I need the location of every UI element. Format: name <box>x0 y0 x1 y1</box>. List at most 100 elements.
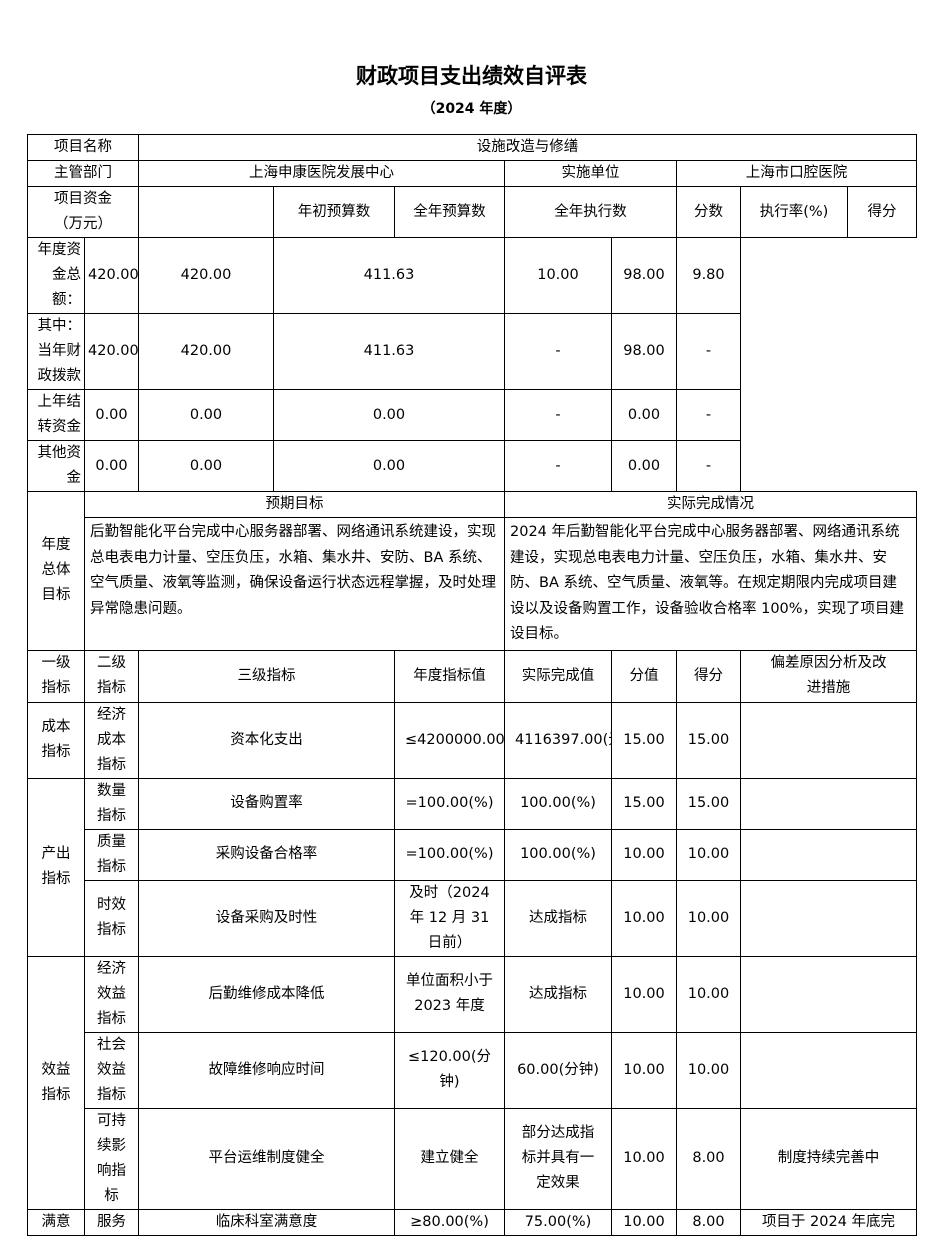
deviation-note <box>740 701 917 779</box>
score: 8.00 <box>676 1107 741 1210</box>
weight: 15.00 <box>611 701 677 779</box>
indicator-row: 可持续影响指标 平台运维制度健全 建立健全 部分达成指标并具有一定效果 10.00 8.0… <box>28 1107 917 1210</box>
fund-value: 0.00 <box>138 389 274 441</box>
weight: 15.00 <box>611 777 677 830</box>
actual-value: 100.00(%) <box>504 828 612 881</box>
level2-indicator: 质量指标 <box>84 828 139 881</box>
score: 8.00 <box>676 1208 741 1236</box>
header: 得分 <box>676 649 741 703</box>
fund-value: 411.63 <box>273 313 505 390</box>
page-title: 财政项目支出绩效自评表 <box>356 64 587 88</box>
deviation-note: 项目于 2024 年底完 <box>740 1208 917 1236</box>
fund-value: 10.00 <box>504 237 612 314</box>
weight: 10.00 <box>611 828 677 881</box>
level3-indicator: 采购设备合格率 <box>138 828 395 881</box>
indicator-row: 质量指标 采购设备合格率 =100.00(%) 100.00(%) 10.00 10.00 <box>28 828 917 881</box>
header: 分数 <box>676 186 741 238</box>
fund-value: 98.00 <box>611 313 677 390</box>
level1-indicator: 效益指标 <box>27 955 85 1210</box>
header: 得分 <box>847 186 917 238</box>
actual-result: 2024 年后勤智能化平台完成中心服务器部署、网络通讯系统建设，实现总电表电力计… <box>504 517 917 651</box>
fund-value: 0.00 <box>273 440 505 492</box>
fund-type: 上年结转资金 <box>27 389 85 441</box>
target-value: ≤4200000.00(元) <box>394 701 505 779</box>
label: 实施单位 <box>504 160 677 187</box>
score: 15.00 <box>676 701 741 779</box>
funds-row: 其中：当年财政拨款 420.00 420.00 411.63-98.00- <box>27 313 917 390</box>
fund-value: - <box>676 389 741 441</box>
indicator-header-row: 一级指标 二级指标 三级指标 年度指标值 实际完成值 分值 得分 偏差原因分析及… <box>27 649 917 703</box>
level2-indicator: 服务 <box>84 1208 139 1236</box>
target-value: ≤120.00(分钟) <box>394 1031 505 1109</box>
fund-value: 420.00 <box>138 237 274 314</box>
level3-indicator: 资本化支出 <box>138 701 395 779</box>
header: 全年预算数 <box>394 186 505 238</box>
weight: 10.00 <box>611 879 677 957</box>
level3-indicator: 后勤维修成本降低 <box>138 955 395 1033</box>
indicator-row: 成本指标经济成本指标资本化支出≤4200000.00(元)4116397.00(… <box>27 701 917 779</box>
header: 实际完成情况 <box>504 491 917 518</box>
target-value: 建立健全 <box>394 1107 505 1210</box>
fund-value: - <box>504 440 612 492</box>
fund-value: 98.00 <box>611 237 677 314</box>
fund-value: 0.00 <box>611 440 677 492</box>
evaluation-table: 项目名称 设施改造与修缮 主管部门 上海申康医院发展中心 实施单位 上海市口腔医… <box>27 134 917 1236</box>
funds-row: 上年结转资金 0.00 0.00 0.00-0.00- <box>27 389 917 441</box>
fund-value: 411.63 <box>273 237 505 314</box>
actual-value: 60.00(分钟) <box>504 1031 612 1109</box>
level2-indicator: 时效指标 <box>84 879 139 957</box>
target-value: =100.00(%) <box>394 828 505 881</box>
level3-indicator: 设备购置率 <box>138 777 395 830</box>
deviation-note <box>740 777 917 830</box>
indicator-row: 产出指标 数量指标 设备购置率 =100.00(%) 100.00(%) 15.00 15.… <box>27 777 917 957</box>
header: 年初预算数 <box>273 186 395 238</box>
fund-value: 0.00 <box>84 389 139 441</box>
funds-header-row: 项目资金（万元） 年初预算数 全年预算数 全年执行数 分数 执行率(%) 得分 <box>27 186 917 238</box>
level3-indicator: 临床科室满意度 <box>138 1208 395 1236</box>
header: 一级指标 <box>27 649 85 703</box>
level2-indicator: 数量指标 <box>84 777 139 830</box>
level2-indicator: 社会效益指标 <box>84 1031 139 1109</box>
level2-indicator: 经济成本指标 <box>84 701 139 779</box>
actual-value: 部分达成指标并具有一定效果 <box>504 1107 612 1210</box>
fund-type: 年度资金总额： <box>27 237 85 314</box>
actual-value: 达成指标 <box>504 879 612 957</box>
indicator-row: 效益指标 经济效益指标 后勤维修成本降低 单位面积小于 2023 年度 达成指标 10.0… <box>27 955 917 1210</box>
goals-header-row: 年度总体目标 预期目标 实际完成情况 <box>27 491 917 651</box>
fund-value: 420.00 <box>84 237 139 314</box>
unit: 上海市口腔医院 <box>676 160 917 187</box>
score: 10.00 <box>676 879 741 957</box>
actual-value: 达成指标 <box>504 955 612 1033</box>
funds-row: 其他资金 0.00 0.00 0.00-0.00- <box>27 440 917 492</box>
header: 全年执行数 <box>504 186 677 238</box>
header: 执行率(%) <box>740 186 848 238</box>
header: 实际完成值 <box>504 649 612 703</box>
label: 主管部门 <box>27 160 139 187</box>
header: 三级指标 <box>138 649 395 703</box>
fund-value: 420.00 <box>84 313 139 390</box>
level1-indicator: 产出指标 <box>27 777 85 957</box>
actual-value: 75.00(%) <box>504 1208 612 1236</box>
level1-indicator: 成本指标 <box>27 701 85 779</box>
page-subtitle: （2024 年度） <box>421 101 522 117</box>
score: 15.00 <box>676 777 741 830</box>
score: 10.00 <box>676 1031 741 1109</box>
fund-value: 0.00 <box>273 389 505 441</box>
indicator-row: 满意 服务 临床科室满意度 ≥80.00(%) 75.00(%) 10.00 8.00 项目于… <box>27 1208 917 1236</box>
target-value: =100.00(%) <box>394 777 505 830</box>
fund-type: 其中：当年财政拨款 <box>27 313 85 390</box>
goals-label: 年度总体目标 <box>27 491 85 651</box>
fund-value: 0.00 <box>138 440 274 492</box>
project-name-row: 项目名称 设施改造与修缮 <box>27 134 917 161</box>
level3-indicator: 平台运维制度健全 <box>138 1107 395 1210</box>
weight: 10.00 <box>611 955 677 1033</box>
deviation-note <box>740 879 917 957</box>
fund-value: - <box>676 440 741 492</box>
dept-row: 主管部门 上海申康医院发展中心 实施单位 上海市口腔医院 <box>27 160 917 187</box>
deviation-note <box>740 1031 917 1109</box>
deviation-note <box>740 955 917 1033</box>
level2-indicator: 可持续影响指标 <box>84 1107 139 1210</box>
level1-indicator: 满意 <box>27 1208 85 1236</box>
fund-value: 0.00 <box>84 440 139 492</box>
fund-value: - <box>676 313 741 390</box>
